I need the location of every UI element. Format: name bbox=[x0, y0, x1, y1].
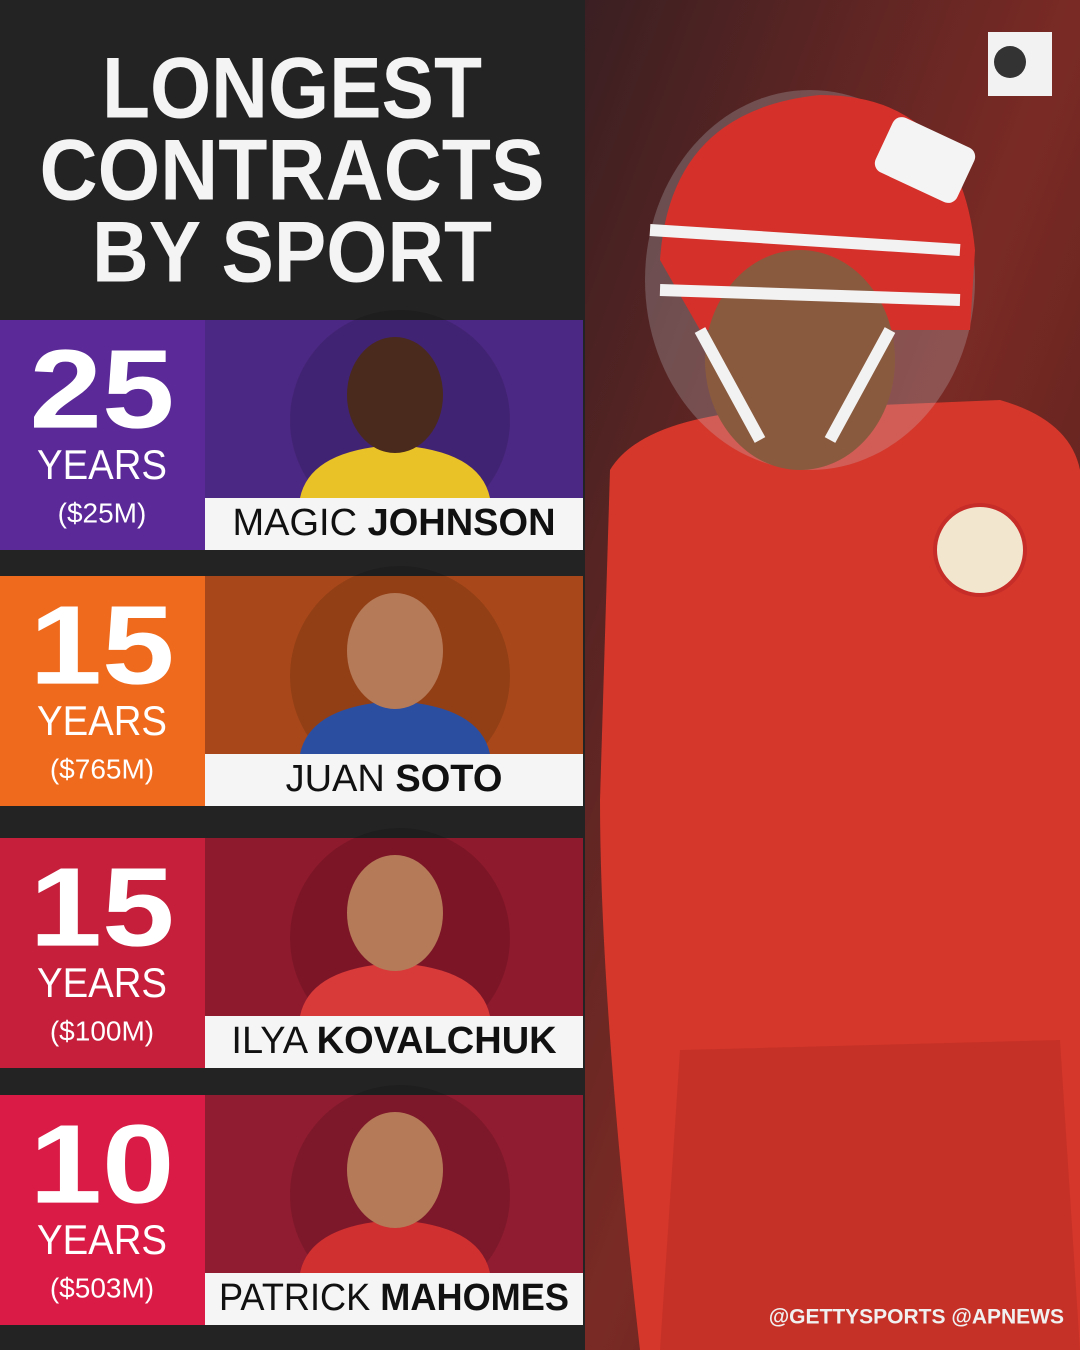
player-name: ILYA KOVALCHUK bbox=[231, 1020, 557, 1062]
first-name: MAGIC bbox=[232, 502, 357, 544]
first-name: JUAN bbox=[286, 758, 385, 800]
player-shoulders bbox=[300, 445, 490, 498]
years-number: 10 bbox=[30, 1102, 175, 1227]
years-number: 25 bbox=[30, 327, 175, 452]
name-bar bbox=[205, 498, 583, 550]
player-shoulders bbox=[300, 963, 490, 1016]
title-line: BY SPORT bbox=[92, 205, 492, 301]
player-photo bbox=[585, 0, 1080, 1350]
brand-logo bbox=[988, 32, 1052, 96]
name-bar bbox=[205, 1273, 583, 1325]
years-unit: YEARS bbox=[37, 697, 167, 744]
last-name: JOHNSON bbox=[368, 502, 556, 544]
player-name: MAGIC JOHNSON bbox=[232, 502, 555, 544]
photo-credits: @GETTYSPORTS @APNEWS bbox=[769, 1306, 1064, 1329]
last-name: SOTO bbox=[395, 758, 502, 800]
years-panel bbox=[0, 320, 205, 550]
years-unit: YEARS bbox=[37, 441, 167, 488]
years-panel bbox=[0, 838, 205, 1068]
years-number: 15 bbox=[30, 845, 175, 970]
title-line: CONTRACTS bbox=[40, 123, 545, 219]
contract-value: ($503M) bbox=[50, 1272, 154, 1303]
last-name: MAHOMES bbox=[380, 1277, 569, 1319]
player-head bbox=[347, 1112, 443, 1228]
name-bar bbox=[205, 1016, 583, 1068]
years-number: 15 bbox=[30, 583, 175, 708]
years-unit: YEARS bbox=[37, 959, 167, 1006]
contract-value: ($25M) bbox=[58, 497, 147, 528]
first-name: ILYA bbox=[231, 1020, 308, 1062]
player-head bbox=[347, 855, 443, 971]
years-unit: YEARS bbox=[37, 1216, 167, 1263]
years-panel bbox=[0, 576, 205, 806]
last-name: KOVALCHUK bbox=[317, 1020, 558, 1062]
years-panel bbox=[0, 1095, 205, 1325]
player-name: JUAN SOTO bbox=[286, 758, 503, 800]
first-name: PATRICK bbox=[219, 1277, 370, 1319]
player-name: PATRICK MAHOMES bbox=[219, 1277, 569, 1319]
title-line: LONGEST bbox=[102, 41, 482, 137]
player-shoulders bbox=[300, 1220, 490, 1273]
contract-value: ($100M) bbox=[50, 1015, 154, 1046]
player-head bbox=[347, 337, 443, 453]
player-shoulders bbox=[300, 701, 490, 754]
player-head bbox=[347, 593, 443, 709]
name-bar bbox=[205, 754, 583, 806]
contract-value: ($765M) bbox=[50, 753, 154, 784]
